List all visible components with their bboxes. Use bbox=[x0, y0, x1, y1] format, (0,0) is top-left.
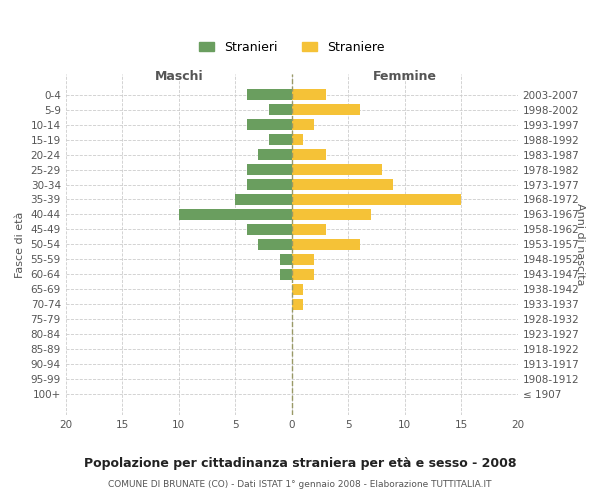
Bar bbox=[258, 150, 292, 160]
Bar bbox=[292, 239, 359, 250]
Bar bbox=[292, 224, 326, 234]
Bar bbox=[247, 120, 292, 130]
Bar bbox=[292, 90, 326, 100]
Text: COMUNE DI BRUNATE (CO) - Dati ISTAT 1° gennaio 2008 - Elaborazione TUTTITALIA.IT: COMUNE DI BRUNATE (CO) - Dati ISTAT 1° g… bbox=[108, 480, 492, 489]
Y-axis label: Anni di nascita: Anni di nascita bbox=[575, 203, 585, 285]
Bar bbox=[280, 269, 292, 280]
Bar bbox=[247, 90, 292, 100]
Bar bbox=[292, 104, 359, 115]
Text: Popolazione per cittadinanza straniera per età e sesso - 2008: Popolazione per cittadinanza straniera p… bbox=[84, 458, 516, 470]
Bar bbox=[247, 224, 292, 234]
Text: Maschi: Maschi bbox=[154, 70, 203, 82]
Y-axis label: Fasce di età: Fasce di età bbox=[15, 212, 25, 278]
Bar bbox=[292, 194, 461, 204]
Bar bbox=[280, 254, 292, 264]
Bar bbox=[235, 194, 292, 204]
Bar bbox=[179, 209, 292, 220]
Bar bbox=[292, 180, 394, 190]
Bar bbox=[292, 120, 314, 130]
Bar bbox=[292, 254, 314, 264]
Bar bbox=[247, 164, 292, 175]
Bar bbox=[269, 134, 292, 145]
Text: Femmine: Femmine bbox=[373, 70, 437, 82]
Legend: Stranieri, Straniere: Stranieri, Straniere bbox=[194, 36, 390, 59]
Bar bbox=[258, 239, 292, 250]
Bar bbox=[292, 299, 303, 310]
Bar bbox=[292, 134, 303, 145]
Bar bbox=[247, 180, 292, 190]
Bar bbox=[292, 150, 326, 160]
Bar bbox=[292, 209, 371, 220]
Bar bbox=[292, 269, 314, 280]
Bar bbox=[292, 284, 303, 294]
Bar bbox=[269, 104, 292, 115]
Bar bbox=[292, 164, 382, 175]
